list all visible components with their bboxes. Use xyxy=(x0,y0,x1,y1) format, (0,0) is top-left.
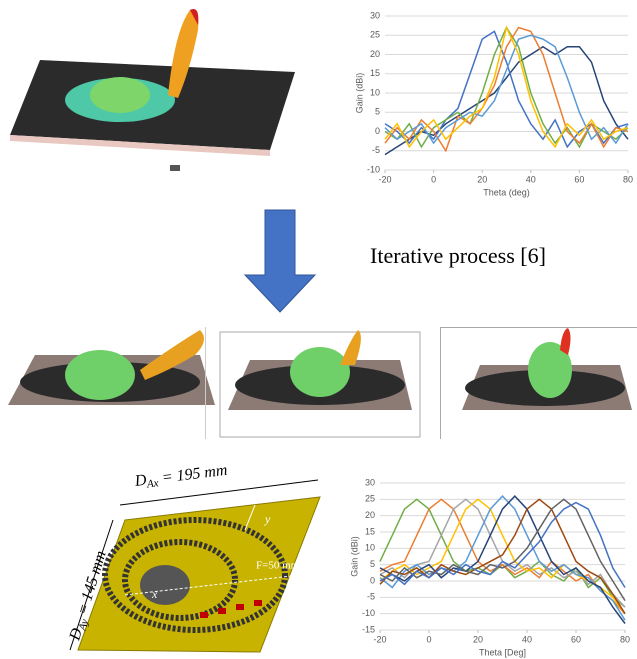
series-line xyxy=(379,498,626,615)
x-tick-label: 0 xyxy=(426,634,431,644)
focal-label: F=50 mm xyxy=(256,560,300,572)
process-arrow xyxy=(243,209,317,313)
x-axis-symbol: x xyxy=(151,587,158,601)
y-tick-label: 15 xyxy=(365,526,375,536)
series-line xyxy=(384,25,629,149)
dim-x: DAx = 195 mm xyxy=(133,461,229,491)
aperture-diagram xyxy=(69,479,321,653)
y-tick-label: -10 xyxy=(362,608,375,618)
x-tick-label: -20 xyxy=(373,634,386,644)
x-tick-label: 80 xyxy=(623,174,633,184)
caption: Iterative process [6] xyxy=(370,243,546,268)
y-tick-label: 5 xyxy=(375,107,380,117)
x-tick-label: -20 xyxy=(378,174,391,184)
x-tick-label: 0 xyxy=(431,174,436,184)
y-axis-label: Gain (dBi) xyxy=(354,73,364,114)
x-tick-label: 80 xyxy=(620,634,630,644)
x-axis-label: Theta [Deg] xyxy=(479,647,526,657)
antenna-renders xyxy=(8,327,637,439)
y-tick-label: 10 xyxy=(370,87,380,97)
y-tick-label: 0 xyxy=(370,575,375,585)
y-tick-label: 5 xyxy=(370,559,375,569)
dim-y-symbol: D xyxy=(66,626,86,643)
series-line xyxy=(384,45,629,156)
series-line xyxy=(379,498,626,615)
series-line xyxy=(379,501,626,588)
y-tick-label: 15 xyxy=(370,68,380,78)
y-tick-label: 10 xyxy=(365,543,375,553)
y-tick-label: 30 xyxy=(370,10,380,20)
dim-x-value: = 195 mm xyxy=(157,461,228,486)
series-line xyxy=(384,34,629,145)
y-axis-symbol: y xyxy=(264,512,271,526)
series-line xyxy=(379,495,626,621)
y-tick-label: 30 xyxy=(365,477,375,487)
x-tick-label: 20 xyxy=(473,634,483,644)
series-line xyxy=(379,498,626,615)
antenna-render xyxy=(10,9,295,171)
y-axis-label: Gain (dBi) xyxy=(349,536,359,577)
dim-y-subscript: Ay xyxy=(76,618,91,633)
y-tick-label: -10 xyxy=(367,164,380,174)
x-tick-label: 60 xyxy=(571,634,581,644)
series-line xyxy=(379,495,626,624)
y-tick-label: -15 xyxy=(362,624,375,634)
dim-x-symbol: D xyxy=(133,471,148,489)
series-line xyxy=(379,498,626,601)
y-tick-label: 25 xyxy=(370,30,380,40)
x-tick-label: 40 xyxy=(526,174,536,184)
x-axis-label: Theta (deg) xyxy=(483,187,530,197)
x-tick-label: 40 xyxy=(522,634,532,644)
x-tick-label: 20 xyxy=(477,174,487,184)
y-tick-label: -5 xyxy=(372,145,380,155)
y-tick-label: 0 xyxy=(375,126,380,136)
x-tick-label: 60 xyxy=(574,174,584,184)
y-tick-label: 20 xyxy=(370,49,380,59)
dim-x-subscript: Ax xyxy=(145,477,159,490)
y-tick-label: 20 xyxy=(365,510,375,520)
y-tick-label: 25 xyxy=(365,494,375,504)
y-tick-label: -5 xyxy=(367,592,375,602)
